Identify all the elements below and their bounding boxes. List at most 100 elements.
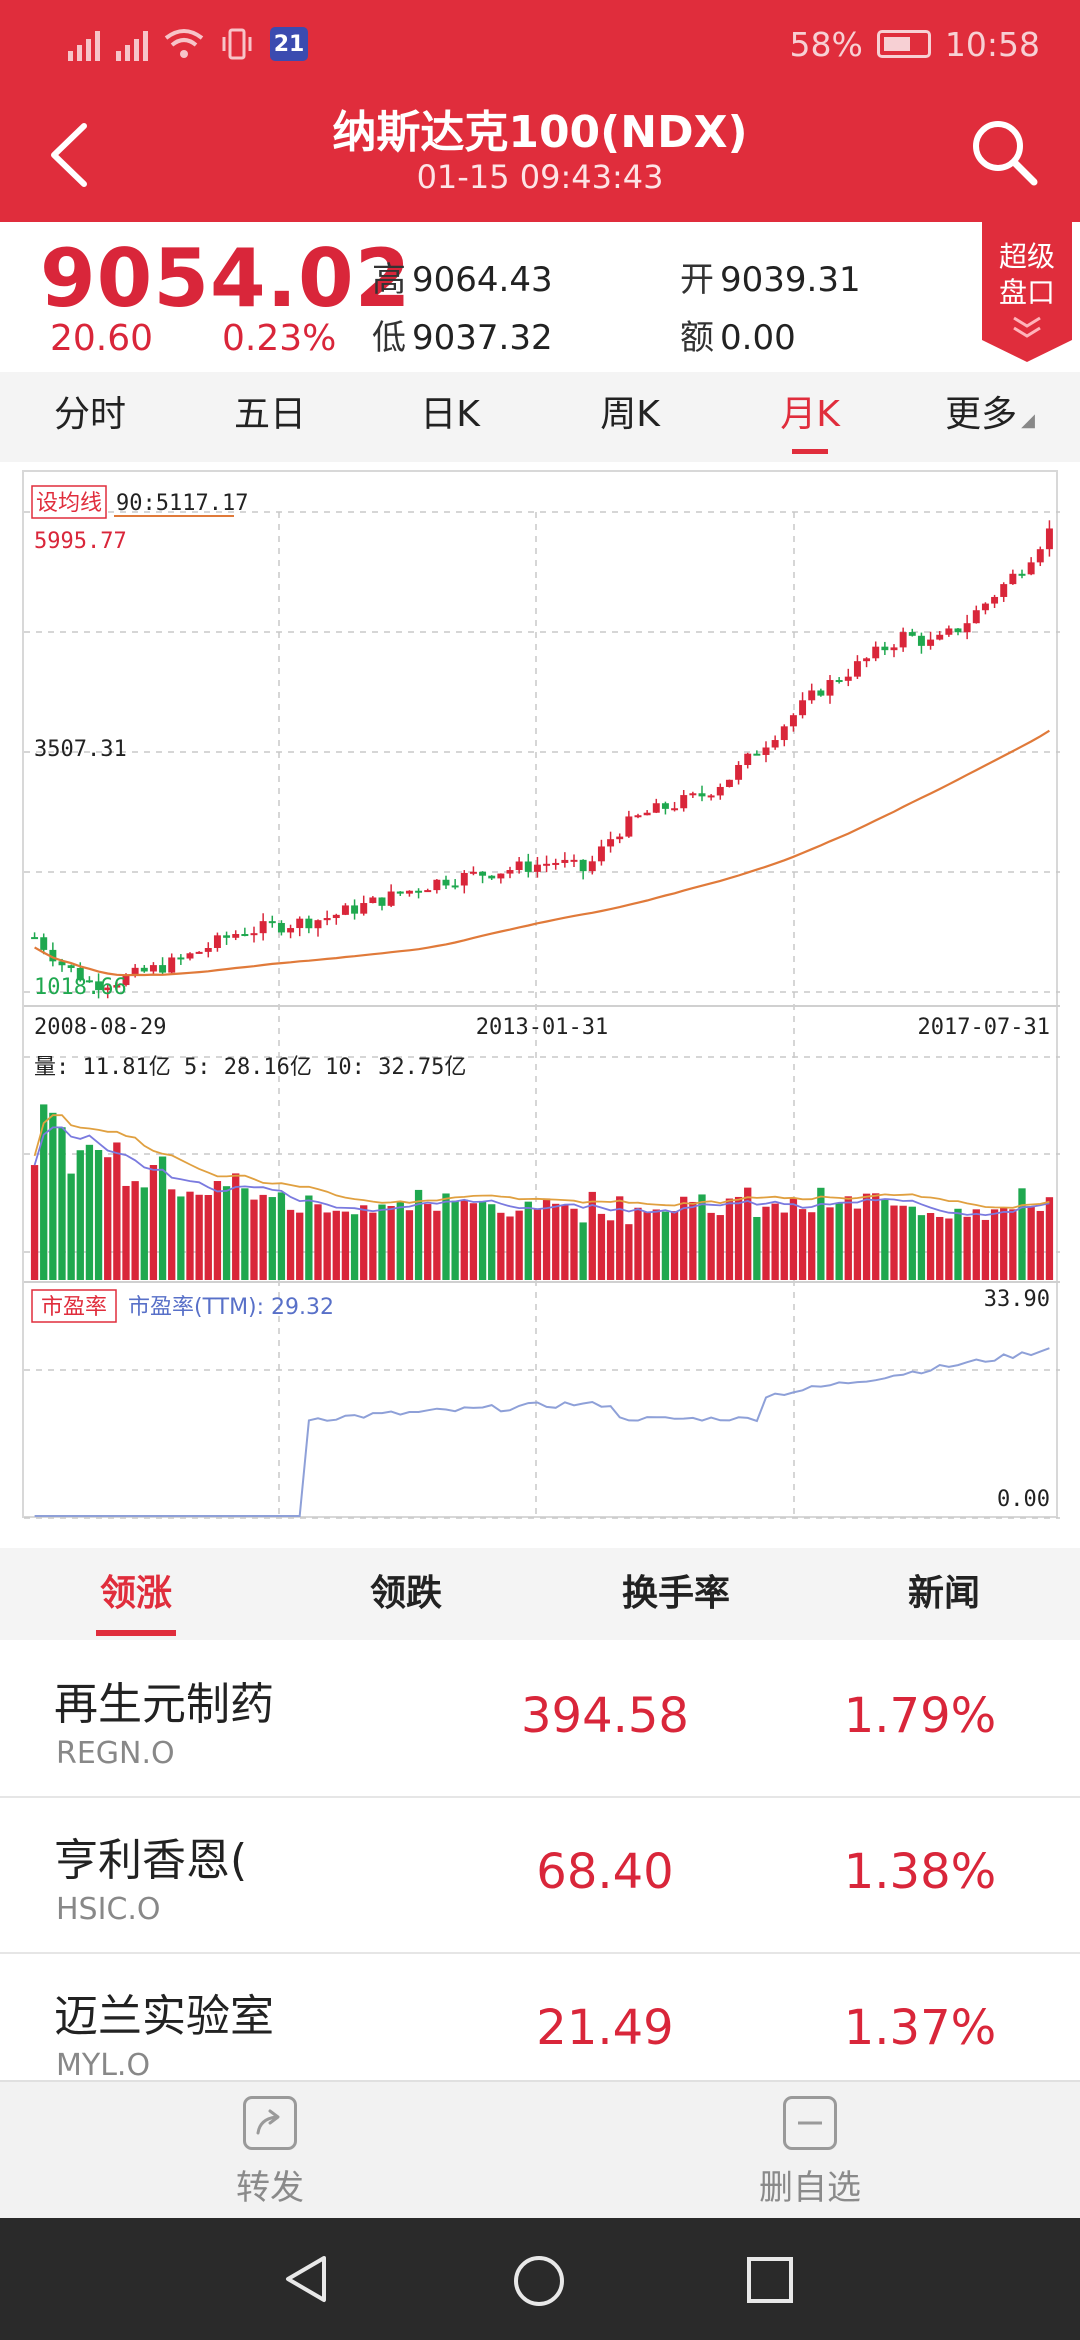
tab-five-day[interactable]: 五日 <box>233 394 306 435</box>
stock-row[interactable]: 亨利香恩( HSIC.O 68.40 1.38% <box>0 1798 1080 1954</box>
volume-bar <box>369 1212 377 1280</box>
candle-body <box>817 690 825 696</box>
search-icon[interactable] <box>968 116 1040 188</box>
nav-back-icon[interactable] <box>282 2254 332 2304</box>
tab-more[interactable]: 更多 ◢ <box>920 372 1060 462</box>
candle-body <box>698 793 706 797</box>
volume-bar <box>488 1204 496 1280</box>
volume-bar <box>296 1212 304 1280</box>
kline-chart[interactable]: 设均线 90:5117.17 5995.77 3507.31 1018.66 2… <box>22 470 1060 1519</box>
candle-body <box>762 747 770 755</box>
clock: 10:58 <box>944 24 1040 64</box>
volume-bar <box>680 1196 688 1280</box>
tab-top-losers[interactable]: 领跌 <box>369 1573 442 1614</box>
back-arrow-icon[interactable] <box>44 120 94 190</box>
volume-bar <box>1009 1209 1017 1280</box>
candle-body <box>561 859 569 863</box>
volume-bar <box>424 1204 432 1280</box>
volume-bar <box>872 1193 880 1280</box>
volume-bar <box>890 1205 898 1280</box>
candle-body <box>415 890 423 893</box>
candle-body <box>378 897 386 906</box>
candle-body <box>1009 573 1017 585</box>
volume-bar <box>323 1212 331 1280</box>
candle-body <box>58 961 66 966</box>
candle-body <box>972 610 980 624</box>
volume-bar <box>286 1209 295 1280</box>
tab-weekly-k[interactable]: 周K <box>600 394 660 435</box>
tab-news[interactable]: 新闻 <box>907 1573 980 1614</box>
volume-bar <box>131 1181 139 1280</box>
tab-turnover[interactable]: 换手率 <box>621 1573 730 1614</box>
candle-body <box>570 859 578 862</box>
wifi-icon <box>164 29 204 58</box>
volume-bar <box>1045 1197 1054 1280</box>
candle-body <box>735 765 743 780</box>
candle-body <box>314 920 322 929</box>
candle-body <box>140 967 148 972</box>
candle-body <box>460 872 468 886</box>
candle-body <box>159 965 167 973</box>
volume-bar <box>844 1196 852 1280</box>
super-orderbook-button[interactable]: 超级 盘口 <box>980 222 1072 362</box>
candle-body <box>405 890 413 894</box>
volume-bar <box>30 1165 39 1280</box>
stat-low: 低 9037.32 <box>372 318 553 358</box>
stock-row[interactable]: 再生元制药 REGN.O 394.58 1.79% <box>0 1642 1080 1798</box>
volume-bar <box>542 1198 551 1280</box>
ma-settings-button[interactable] <box>31 485 107 519</box>
kline-chart-svg: 设均线 90:5117.17 5995.77 3507.31 1018.66 2… <box>24 485 1060 1519</box>
tab-minute[interactable]: 分时 <box>53 394 126 435</box>
remove-watchlist-button[interactable]: 删自选 <box>710 2096 910 2209</box>
volume-bar <box>926 1213 935 1280</box>
tab-top-gainers[interactable]: 领涨 <box>36 1548 236 1640</box>
candle-body <box>853 661 861 677</box>
nav-home-icon[interactable] <box>512 2254 566 2308</box>
volume-bar <box>158 1156 167 1280</box>
stock-code: REGN.O <box>56 1736 175 1771</box>
candle-body <box>945 628 953 635</box>
candle-body <box>259 921 267 934</box>
top-app-bar: 21 58% 10:58 纳斯达克100(NDX) 01-15 09:43:43 <box>0 0 1080 222</box>
stock-code: HSIC.O <box>56 1892 161 1927</box>
volume-bar <box>222 1186 231 1280</box>
volume-bar <box>1027 1206 1035 1280</box>
candle-body <box>360 903 368 914</box>
volume-bar <box>1018 1188 1026 1280</box>
volume-bar <box>579 1222 587 1280</box>
candle-body <box>131 967 139 976</box>
candle-body <box>506 870 514 874</box>
volume-bar <box>497 1212 505 1280</box>
super-line2: 盘口 <box>999 276 1055 309</box>
volume-bar <box>625 1224 633 1280</box>
chevron-down-icon <box>1013 316 1041 338</box>
pe-indicator-button[interactable] <box>31 1289 117 1323</box>
candle-body <box>305 918 313 929</box>
volume-bar <box>305 1195 313 1280</box>
volume-bar <box>58 1127 66 1280</box>
forward-button[interactable]: 转发 <box>170 2096 370 2209</box>
candle-body <box>323 918 331 921</box>
volume-bar <box>259 1194 267 1280</box>
candle-body <box>671 808 679 811</box>
volume-bar <box>232 1173 240 1280</box>
candle-body <box>725 779 733 787</box>
stock-price: 394.58 <box>521 1688 689 1744</box>
volume-bar <box>561 1205 569 1280</box>
ranking-tabs: 领涨 领跌 换手率 新闻 <box>0 1548 1080 1640</box>
tab-monthly-k[interactable]: 月K <box>740 372 880 462</box>
volume-bar <box>853 1208 862 1280</box>
volume-bar <box>67 1173 75 1280</box>
tab-daily-k[interactable]: 日K <box>420 394 480 435</box>
candle-body <box>204 947 212 952</box>
volume-bar <box>990 1209 999 1280</box>
volume-bar <box>716 1215 724 1280</box>
volume-ma10-line <box>33 1114 1050 1209</box>
volume-bar <box>250 1199 258 1280</box>
date-left-label: 2008-08-29 <box>34 1015 166 1040</box>
nav-recents-icon[interactable] <box>746 2256 794 2304</box>
pe-max-label: 33.90 <box>984 1287 1050 1312</box>
price-mid-label: 3507.31 <box>34 737 127 762</box>
volume-bar <box>945 1218 953 1280</box>
